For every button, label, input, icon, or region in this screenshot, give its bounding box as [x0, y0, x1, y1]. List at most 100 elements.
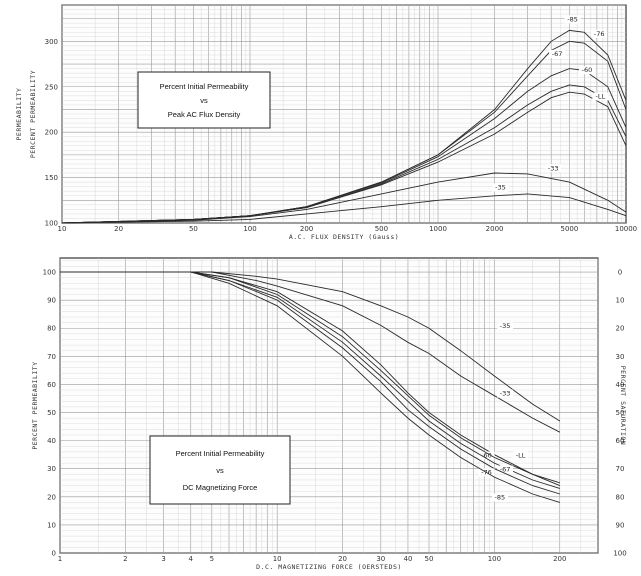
x-tick-label: 2000 — [486, 225, 504, 233]
right-tick-label: 30 — [616, 353, 625, 361]
y-tick-label: 70 — [47, 353, 56, 361]
y-tick-label: 40 — [47, 437, 56, 445]
series-label-bg — [564, 15, 581, 24]
x-tick-label: 50 — [189, 225, 198, 233]
series-label: -LL — [516, 451, 526, 459]
series-label: -85 — [495, 494, 506, 502]
right-tick-label: 50 — [616, 409, 625, 417]
y-axis-label-left: PERCENT PERMEABILITY — [31, 361, 39, 449]
x-tick-label: 1000 — [429, 225, 447, 233]
y-tick-label: 10 — [47, 521, 56, 529]
y-tick-label: 200 — [45, 129, 58, 137]
x-tick-label: 3 — [161, 555, 165, 563]
y-axis-label-right: PERCENT SATURATION — [619, 366, 627, 445]
right-tick-label: 70 — [616, 465, 625, 473]
title-line: Percent Initial Permeability — [176, 449, 265, 458]
series-label: -60 — [582, 66, 593, 74]
x-tick-label: 10 — [58, 225, 67, 233]
title-line: DC Magnetizing Force — [183, 483, 258, 492]
x-tick-label: 10 — [273, 555, 282, 563]
series-line — [61, 193, 627, 224]
title-box — [149, 435, 291, 505]
x-tick-label: 30 — [376, 555, 385, 563]
series-label-bg — [478, 451, 495, 460]
y-tick-label: 80 — [47, 325, 56, 333]
series-label: -67 — [500, 466, 511, 474]
right-tick-label: 0 — [618, 269, 622, 277]
series-line — [60, 271, 560, 503]
series-label-bg — [492, 183, 509, 192]
right-tick-label: 80 — [616, 493, 625, 501]
right-tick-label: 90 — [616, 521, 625, 529]
series-label-bg — [497, 389, 514, 398]
series-label-bg — [578, 66, 595, 75]
x-tick-label: 5000 — [560, 225, 578, 233]
x-tick-label: 200 — [300, 225, 313, 233]
y-tick-label: 90 — [47, 297, 56, 305]
series-line — [61, 172, 627, 224]
y-tick-label: 0 — [52, 550, 56, 558]
right-tick-label: 60 — [616, 437, 625, 445]
right-tick-label: 40 — [616, 381, 625, 389]
x-tick-label: 5 — [210, 555, 214, 563]
title-line: Peak AC Flux Density — [168, 110, 241, 119]
series-label: -33 — [548, 164, 559, 172]
title-line: Percent Initial Permeability — [160, 82, 249, 91]
series-label-bg — [497, 465, 514, 474]
y-tick-label: 300 — [45, 38, 58, 46]
title-line: vs — [200, 96, 208, 105]
ac-flux-density-chart: 10 20 50 100 200 500 1000 2000 5000 10000 100 150 20… — [15, 4, 637, 241]
y-axis-label-inner: PERCENT PERMEABILITY — [29, 70, 37, 158]
series-label: -76 — [594, 30, 605, 38]
series-label-bg — [497, 322, 514, 331]
right-tick-label: 20 — [616, 325, 625, 333]
y-tick-label: 30 — [47, 465, 56, 473]
series-label: -35 — [495, 183, 506, 191]
series-label-bg — [545, 164, 562, 173]
y-tick-label: 100 — [45, 220, 58, 228]
series-label-bg — [592, 92, 609, 101]
series-label: -LL — [596, 93, 606, 101]
series-label-bg — [591, 29, 608, 38]
x-tick-label: 4 — [189, 555, 194, 563]
series-line — [60, 271, 561, 422]
y-axis-label-outer: PERMEABILITY — [15, 88, 23, 141]
series-label: -60 — [481, 451, 492, 459]
x-tick-label: 500 — [375, 225, 388, 233]
x-tick-label: 100 — [243, 225, 256, 233]
y-tick-label: 250 — [45, 83, 58, 91]
title-box — [137, 71, 271, 129]
y-tick-label: 150 — [45, 174, 58, 182]
series-line — [60, 271, 561, 433]
series-line — [60, 271, 560, 487]
x-tick-label: 10000 — [615, 225, 637, 233]
right-tick-label: 100 — [613, 550, 626, 558]
x-axis-label: D.C. MAGNETIZING FORCE (OERSTEDS) — [256, 563, 402, 571]
title-line: vs — [216, 466, 224, 475]
y-tick-label: 100 — [43, 269, 56, 277]
dc-magnetizing-force-chart: 1 2 3 4 5 10 20 30 40 50 100 2000102030405060708090… — [31, 257, 627, 571]
series-label: -33 — [500, 390, 511, 398]
plot-area — [59, 257, 599, 554]
series-label-bg — [491, 493, 508, 502]
x-tick-label: 1 — [58, 555, 62, 563]
x-axis-label: A.C. FLUX DENSITY (Gauss) — [289, 233, 399, 241]
series-label: -67 — [552, 50, 563, 58]
series-label-bg — [512, 451, 529, 460]
x-tick-label: 200 — [553, 555, 566, 563]
series-label: -85 — [567, 15, 578, 23]
series-line — [60, 271, 560, 495]
x-tick-label: 20 — [338, 555, 347, 563]
x-tick-label: 50 — [425, 555, 434, 563]
y-tick-label: 20 — [47, 493, 56, 501]
series-label-bg — [549, 49, 566, 58]
x-tick-label: 100 — [488, 555, 501, 563]
series-label: -35 — [500, 322, 511, 330]
y-tick-label: 50 — [47, 409, 56, 417]
x-tick-label: 20 — [114, 225, 123, 233]
right-tick-label: 10 — [616, 297, 625, 305]
series-line — [61, 91, 627, 224]
x-tick-label: 40 — [403, 555, 412, 563]
y-tick-label: 60 — [47, 381, 56, 389]
